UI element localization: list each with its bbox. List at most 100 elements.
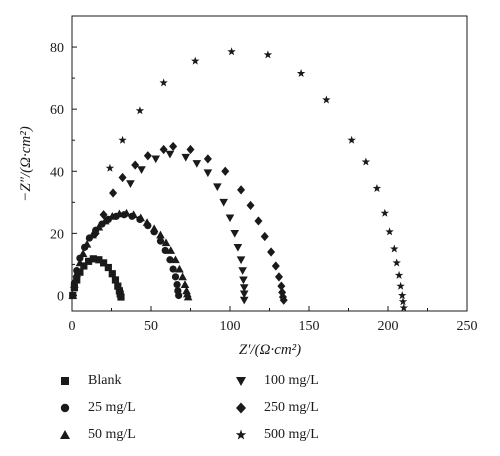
data-point bbox=[203, 169, 213, 178]
data-point bbox=[225, 214, 235, 223]
data-point bbox=[238, 267, 247, 275]
data-point bbox=[237, 185, 246, 195]
data-point bbox=[279, 295, 288, 305]
data-point bbox=[137, 166, 146, 175]
y-axis-label: −Z″/(Ω·cm²) bbox=[18, 126, 34, 201]
data-point bbox=[347, 135, 356, 144]
y-tick-label: 60 bbox=[50, 103, 64, 118]
data-point bbox=[239, 284, 249, 293]
data-point bbox=[111, 276, 120, 284]
data-point bbox=[219, 198, 228, 207]
data-point bbox=[94, 222, 104, 231]
data-point bbox=[394, 270, 404, 279]
diamond-marker-icon bbox=[236, 402, 246, 414]
data-point bbox=[171, 273, 180, 281]
data-point bbox=[230, 229, 240, 238]
circle-marker-icon bbox=[60, 403, 70, 413]
data-point bbox=[246, 200, 255, 211]
legend-item-25: 25 mg/L bbox=[58, 397, 136, 419]
data-point bbox=[186, 144, 195, 155]
data-point bbox=[277, 281, 286, 291]
data-point bbox=[82, 239, 92, 248]
data-point bbox=[149, 224, 159, 233]
x-tick-label: 100 bbox=[220, 319, 241, 334]
data-point bbox=[221, 166, 230, 176]
data-point bbox=[159, 78, 168, 87]
x-tick-label: 150 bbox=[299, 319, 320, 334]
y-tick-label: 40 bbox=[50, 165, 64, 180]
data-point bbox=[122, 208, 131, 217]
series-250-mg-l bbox=[91, 141, 288, 305]
plot-frame bbox=[71, 15, 468, 312]
data-point bbox=[233, 243, 243, 252]
data-point bbox=[105, 163, 115, 172]
star-marker-icon bbox=[235, 429, 247, 440]
x-axis-label: Z′/(Ω·cm²) bbox=[239, 342, 301, 358]
data-point bbox=[91, 228, 100, 238]
data-point bbox=[136, 213, 146, 222]
data-point bbox=[239, 296, 249, 305]
data-point bbox=[180, 280, 190, 289]
data-point bbox=[99, 210, 108, 220]
data-point bbox=[107, 211, 117, 220]
data-point bbox=[100, 216, 110, 225]
data-point bbox=[398, 297, 408, 306]
data-point bbox=[166, 246, 176, 254]
data-point bbox=[109, 188, 118, 198]
data-point bbox=[118, 135, 127, 144]
y-tick-label: 0 bbox=[57, 289, 64, 304]
data-point bbox=[398, 291, 407, 300]
data-point bbox=[165, 150, 175, 159]
data-point bbox=[173, 281, 181, 289]
data-point bbox=[203, 154, 212, 164]
data-point bbox=[131, 160, 140, 170]
legend-label: 500 mg/L bbox=[264, 427, 319, 442]
legend-item-50: 50 mg/L bbox=[58, 424, 136, 446]
series-blank bbox=[69, 255, 125, 301]
data-point bbox=[117, 293, 125, 301]
x-tick-label: 250 bbox=[457, 319, 478, 334]
data-point bbox=[115, 209, 124, 218]
data-point bbox=[322, 95, 331, 104]
data-point bbox=[361, 157, 371, 166]
data-point bbox=[151, 155, 161, 164]
square-marker-icon bbox=[61, 377, 69, 385]
data-point bbox=[166, 256, 174, 264]
plot-area bbox=[68, 47, 408, 312]
data-point bbox=[385, 227, 394, 236]
x-axis: 0 50 100 150 200 250 bbox=[69, 306, 478, 334]
data-point bbox=[191, 56, 200, 65]
legend: Blank 25 mg/L 50 mg/L 100 mg/L 250 mg/L … bbox=[58, 370, 358, 450]
legend-label: 100 mg/L bbox=[264, 373, 319, 388]
data-point bbox=[78, 249, 88, 257]
data-point bbox=[183, 292, 193, 301]
legend-item-250: 250 mg/L bbox=[234, 397, 319, 419]
data-point bbox=[390, 244, 399, 253]
data-point bbox=[143, 151, 152, 161]
series-100-mg-l bbox=[126, 150, 249, 305]
legend-label: Blank bbox=[88, 373, 122, 388]
data-point bbox=[396, 281, 405, 290]
data-point bbox=[399, 303, 408, 312]
data-point bbox=[192, 160, 202, 168]
data-point bbox=[129, 210, 138, 219]
data-point bbox=[118, 172, 127, 183]
data-point bbox=[278, 287, 287, 297]
data-point bbox=[169, 265, 177, 273]
data-point bbox=[239, 290, 249, 299]
data-point bbox=[271, 261, 280, 271]
data-point bbox=[392, 258, 401, 267]
y-tick-label: 80 bbox=[50, 41, 64, 56]
series-500-mg-l bbox=[105, 47, 408, 312]
data-point bbox=[104, 263, 112, 272]
data-point bbox=[159, 144, 168, 155]
data-point bbox=[171, 255, 180, 264]
data-point bbox=[89, 255, 97, 263]
data-point bbox=[156, 237, 165, 245]
triangle-up-marker-icon bbox=[60, 430, 70, 439]
legend-label: 50 mg/L bbox=[88, 427, 136, 442]
data-point bbox=[236, 256, 246, 265]
data-point bbox=[126, 180, 135, 188]
data-point bbox=[263, 50, 273, 59]
